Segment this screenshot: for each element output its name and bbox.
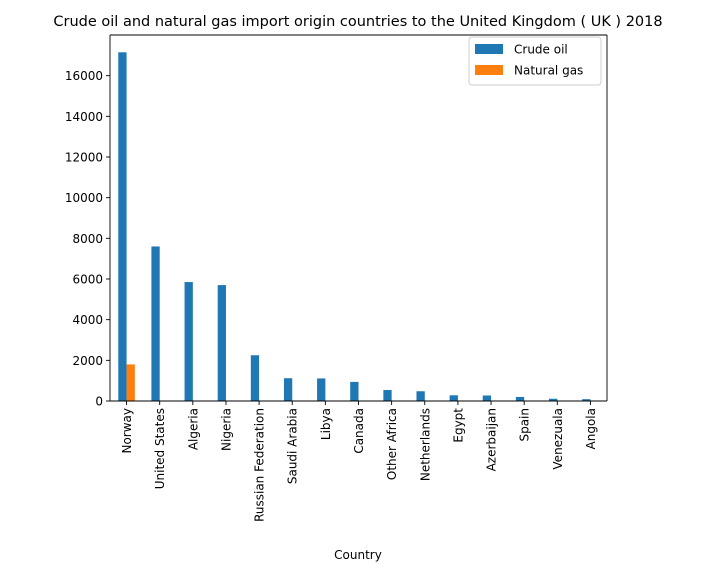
bar-natural-gas-norway <box>126 364 135 401</box>
bar-crude-oil-venezuala <box>549 398 558 401</box>
x-tick-label-venezuala: Venezuala <box>551 408 565 470</box>
x-tick-label-libya: Libya <box>319 408 333 440</box>
x-axis-label: Country <box>334 548 382 562</box>
legend-swatch-crude-oil <box>475 44 503 54</box>
y-tick-label: 10000 <box>65 191 103 205</box>
legend: Crude oil Natural gas <box>468 36 602 86</box>
y-tick-label: 12000 <box>65 151 103 165</box>
y-axis: 0 2000 4000 6000 8000 10000 12000 14000 16000 <box>65 69 110 409</box>
bar-crude-oil-egypt <box>449 395 458 401</box>
bar-crude-oil-russian-federation <box>250 355 260 401</box>
y-tick-label: 16000 <box>65 69 103 83</box>
x-tick-label-saudi-arabia: Saudi Arabia <box>286 408 300 484</box>
x-tick-label-nigeria: Nigeria <box>219 408 233 451</box>
y-tick-label: 0 <box>95 395 103 409</box>
bar-crude-oil-netherlands <box>416 391 425 401</box>
bar-crude-oil-algeria <box>184 282 193 401</box>
x-tick-label-norway: Norway <box>120 408 134 454</box>
x-tick-label-algeria: Algeria <box>186 408 200 450</box>
x-tick-label-other-africa: Other Africa <box>385 408 399 480</box>
bar-crude-oil-angola <box>582 399 591 401</box>
x-tick-label-egypt: Egypt <box>451 408 465 443</box>
x-tick-label-spain: Spain <box>518 408 532 442</box>
bar-crude-oil-norway <box>118 52 127 402</box>
x-tick-label-united-states: United States <box>153 408 167 489</box>
bar-crude-oil-nigeria <box>217 285 226 401</box>
bar-crude-oil-saudi-arabia <box>283 378 293 401</box>
legend-label-natural-gas: Natural gas <box>514 64 583 78</box>
x-tick-label-russian-federation: Russian Federation <box>253 408 267 522</box>
x-tick-label-canada: Canada <box>352 408 366 454</box>
bar-crude-oil-azerbaijan <box>482 395 492 401</box>
bar-crude-oil-united-states <box>151 246 160 401</box>
bar-crude-oil-other-africa <box>383 390 392 401</box>
legend-label-crude-oil: Crude oil <box>514 43 568 57</box>
x-tick-label-netherlands: Netherlands <box>418 408 432 481</box>
x-axis: Norway United States Algeria Nigeria Russian… <box>120 401 598 522</box>
y-tick-label: 6000 <box>72 273 103 287</box>
bar-crude-oil-canada <box>350 381 359 401</box>
y-tick-label: 8000 <box>72 232 103 246</box>
chart-title: Crude oil and natural gas import origin … <box>53 14 662 30</box>
bar-crude-oil-spain <box>515 396 525 401</box>
bars <box>118 52 591 402</box>
y-tick-label: 14000 <box>65 110 103 124</box>
bar-crude-oil-libya <box>317 378 326 401</box>
y-tick-label: 4000 <box>72 313 103 327</box>
x-tick-label-angola: Angola <box>584 408 598 449</box>
x-tick-label-azerbaijan: Azerbaijan <box>485 408 499 471</box>
y-tick-label: 2000 <box>72 354 103 368</box>
legend-swatch-natural-gas <box>475 65 503 75</box>
